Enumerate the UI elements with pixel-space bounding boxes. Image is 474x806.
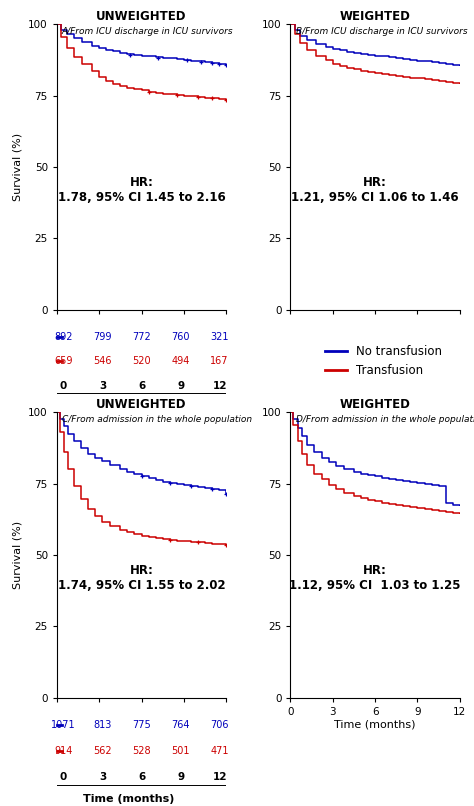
- Text: 764: 764: [171, 721, 190, 730]
- Text: 9: 9: [177, 772, 184, 782]
- Text: 914: 914: [54, 746, 73, 756]
- Text: 772: 772: [132, 331, 151, 342]
- Text: 892: 892: [54, 331, 73, 342]
- Text: 760: 760: [171, 331, 190, 342]
- Text: 1071: 1071: [51, 721, 76, 730]
- Text: 659: 659: [54, 356, 73, 366]
- Text: 501: 501: [171, 746, 190, 756]
- Text: 12: 12: [212, 772, 227, 782]
- Text: C/From admission in the whole population: C/From admission in the whole population: [62, 415, 252, 424]
- Text: HR:
1.12, 95% CI  1.03 to 1.25: HR: 1.12, 95% CI 1.03 to 1.25: [290, 564, 461, 592]
- Text: 494: 494: [172, 356, 190, 366]
- Text: 813: 813: [93, 721, 112, 730]
- Text: A/From ICU discharge in ICU survivors: A/From ICU discharge in ICU survivors: [62, 27, 234, 36]
- Y-axis label: Survival (%): Survival (%): [13, 521, 23, 589]
- Text: 3: 3: [99, 380, 106, 391]
- Text: HR:
1.21, 95% CI 1.06 to 1.46: HR: 1.21, 95% CI 1.06 to 1.46: [292, 176, 459, 204]
- Text: 562: 562: [93, 746, 112, 756]
- X-axis label: Time (months): Time (months): [334, 720, 416, 729]
- Text: 706: 706: [210, 721, 229, 730]
- Title: UNWEIGHTED: UNWEIGHTED: [96, 10, 187, 23]
- Text: 6: 6: [138, 772, 145, 782]
- Text: 520: 520: [132, 356, 151, 366]
- Text: 321: 321: [210, 331, 229, 342]
- Title: UNWEIGHTED: UNWEIGHTED: [96, 398, 187, 411]
- Text: 3: 3: [99, 772, 106, 782]
- Text: 0: 0: [60, 772, 67, 782]
- Text: 799: 799: [93, 331, 112, 342]
- Text: B/From ICU discharge in ICU survivors: B/From ICU discharge in ICU survivors: [296, 27, 467, 36]
- Text: D/From admission in the whole population: D/From admission in the whole population: [296, 415, 474, 424]
- Text: 528: 528: [132, 746, 151, 756]
- Text: 775: 775: [132, 721, 151, 730]
- Legend: No transfusion, Transfusion: No transfusion, Transfusion: [320, 340, 447, 382]
- Y-axis label: Survival (%): Survival (%): [13, 133, 23, 201]
- Text: 0: 0: [60, 380, 67, 391]
- Title: WEIGHTED: WEIGHTED: [340, 398, 410, 411]
- Text: 9: 9: [177, 380, 184, 391]
- Text: HR:
1.74, 95% CI 1.55 to 2.02: HR: 1.74, 95% CI 1.55 to 2.02: [58, 564, 225, 592]
- Text: HR:
1.78, 95% CI 1.45 to 2.16: HR: 1.78, 95% CI 1.45 to 2.16: [58, 176, 226, 204]
- Title: WEIGHTED: WEIGHTED: [340, 10, 410, 23]
- Text: 167: 167: [210, 356, 229, 366]
- Text: 12: 12: [212, 380, 227, 391]
- Text: Time (months): Time (months): [83, 795, 175, 804]
- Text: 546: 546: [93, 356, 112, 366]
- Text: 6: 6: [138, 380, 145, 391]
- Text: 471: 471: [210, 746, 229, 756]
